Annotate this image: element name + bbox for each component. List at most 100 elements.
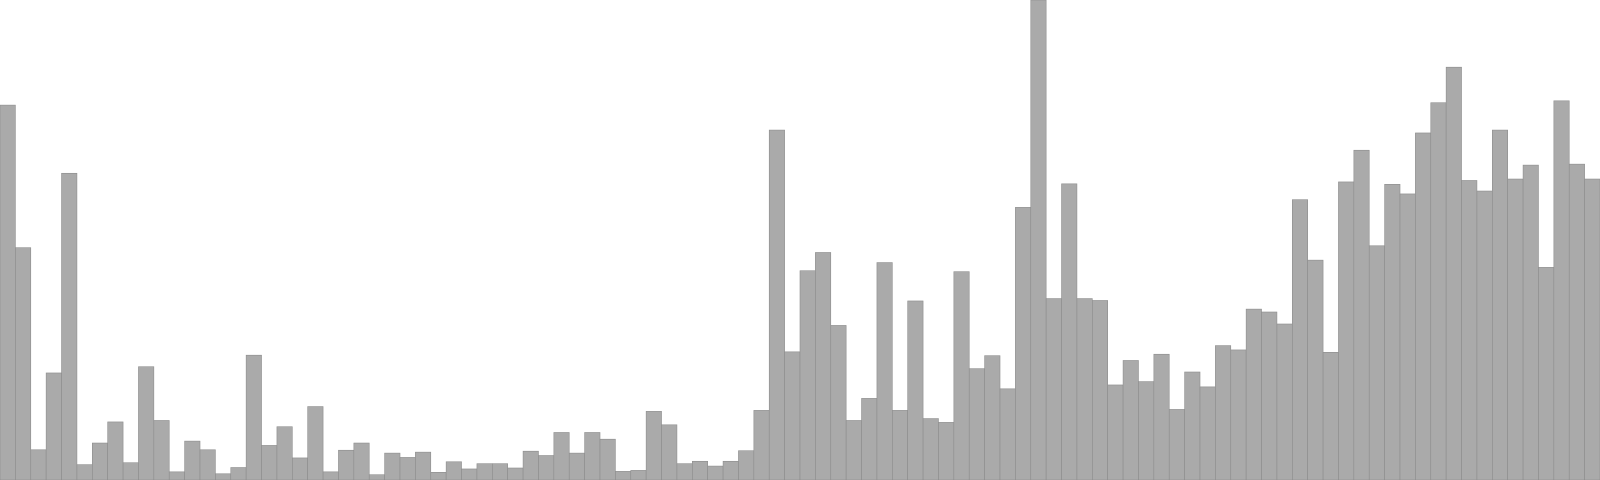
bar-103 <box>1568 163 1585 480</box>
bar-104 <box>1584 178 1600 480</box>
bar-101 <box>1538 267 1555 480</box>
bar-72 <box>1092 300 1108 480</box>
bar-21 <box>307 406 324 480</box>
bar-51 <box>768 129 785 480</box>
bar-7 <box>92 442 108 480</box>
bar-49 <box>738 450 755 480</box>
bar-6 <box>76 464 93 480</box>
bar-97 <box>1476 190 1493 480</box>
bar-16 <box>230 467 247 480</box>
bar-22 <box>322 471 339 480</box>
bar-78 <box>1184 371 1201 480</box>
bar-81 <box>1230 349 1247 480</box>
bar-79 <box>1199 386 1216 480</box>
bar-59 <box>892 410 908 480</box>
bar-76 <box>1153 353 1170 480</box>
bar-60 <box>907 300 924 480</box>
bar-98 <box>1492 129 1508 480</box>
bar-18 <box>261 445 278 480</box>
bar-36 <box>538 455 555 480</box>
bar-93 <box>1415 132 1432 480</box>
bar-50 <box>753 410 770 480</box>
bar-102 <box>1553 100 1570 480</box>
bar-42 <box>630 470 647 480</box>
bar-52 <box>784 351 801 480</box>
bar-70 <box>1061 183 1078 480</box>
bar-38 <box>568 452 585 480</box>
bar-53 <box>799 270 816 480</box>
bar-40 <box>599 438 616 480</box>
bar-9 <box>122 462 139 480</box>
bar-41 <box>615 471 632 480</box>
bar-12 <box>168 471 185 480</box>
bar-48 <box>722 460 739 480</box>
bar-91 <box>1384 184 1401 480</box>
bar-84 <box>1276 323 1293 480</box>
bar-8 <box>107 421 124 480</box>
bar-67 <box>1015 207 1032 480</box>
bar-96 <box>1461 180 1478 480</box>
bar-100 <box>1522 164 1539 480</box>
bar-75 <box>1138 381 1155 480</box>
bar-11 <box>153 420 170 480</box>
bar-26 <box>384 452 401 480</box>
bar-88 <box>1338 181 1355 480</box>
bar-46 <box>692 460 708 480</box>
bar-34 <box>507 467 524 480</box>
bar-73 <box>1107 384 1124 480</box>
bar-14 <box>199 449 216 480</box>
bar-4 <box>45 372 62 480</box>
bar-2 <box>15 247 32 480</box>
bar-29 <box>430 472 447 480</box>
bar-74 <box>1122 360 1139 480</box>
bar-47 <box>707 465 724 480</box>
bar-87 <box>1322 352 1339 480</box>
bar-28 <box>415 451 432 480</box>
bar-19 <box>276 426 293 480</box>
bar-20 <box>292 457 308 480</box>
bar-31 <box>461 468 478 480</box>
bar-90 <box>1368 245 1385 480</box>
bar-94 <box>1430 102 1447 480</box>
bar-63 <box>953 271 970 480</box>
bar-27 <box>399 457 416 480</box>
bar-64 <box>968 368 985 480</box>
bar-86 <box>1307 259 1324 480</box>
bar-82 <box>1245 308 1262 480</box>
bar-55 <box>830 325 847 480</box>
bar-1 <box>0 104 16 480</box>
bar-17 <box>245 354 262 480</box>
bar-61 <box>922 418 939 480</box>
bar-37 <box>553 432 570 480</box>
bar-25 <box>368 474 385 480</box>
bar-99 <box>1507 178 1524 480</box>
bar-57 <box>861 398 878 480</box>
bar-83 <box>1261 311 1278 480</box>
bar-5 <box>61 172 78 480</box>
bar-24 <box>353 442 370 480</box>
bar-43 <box>645 411 662 480</box>
bar-66 <box>999 388 1016 480</box>
bar-54 <box>815 252 832 480</box>
bar-62 <box>938 422 955 480</box>
bar-45 <box>676 463 693 480</box>
bar-30 <box>445 461 462 480</box>
bar-56 <box>845 420 862 480</box>
bar-44 <box>661 424 678 480</box>
bar-39 <box>584 432 601 480</box>
bar-69 <box>1045 298 1062 480</box>
bar-68 <box>1030 0 1047 480</box>
bar-33 <box>492 463 508 480</box>
bar-85 <box>1292 199 1308 480</box>
bar-10 <box>138 366 155 480</box>
bar-89 <box>1353 149 1370 480</box>
bar-13 <box>184 440 201 480</box>
bar-80 <box>1215 345 1232 480</box>
bar-65 <box>984 355 1001 480</box>
bar-32 <box>476 463 493 480</box>
bar-3 <box>30 449 47 480</box>
bar-95 <box>1445 66 1462 480</box>
